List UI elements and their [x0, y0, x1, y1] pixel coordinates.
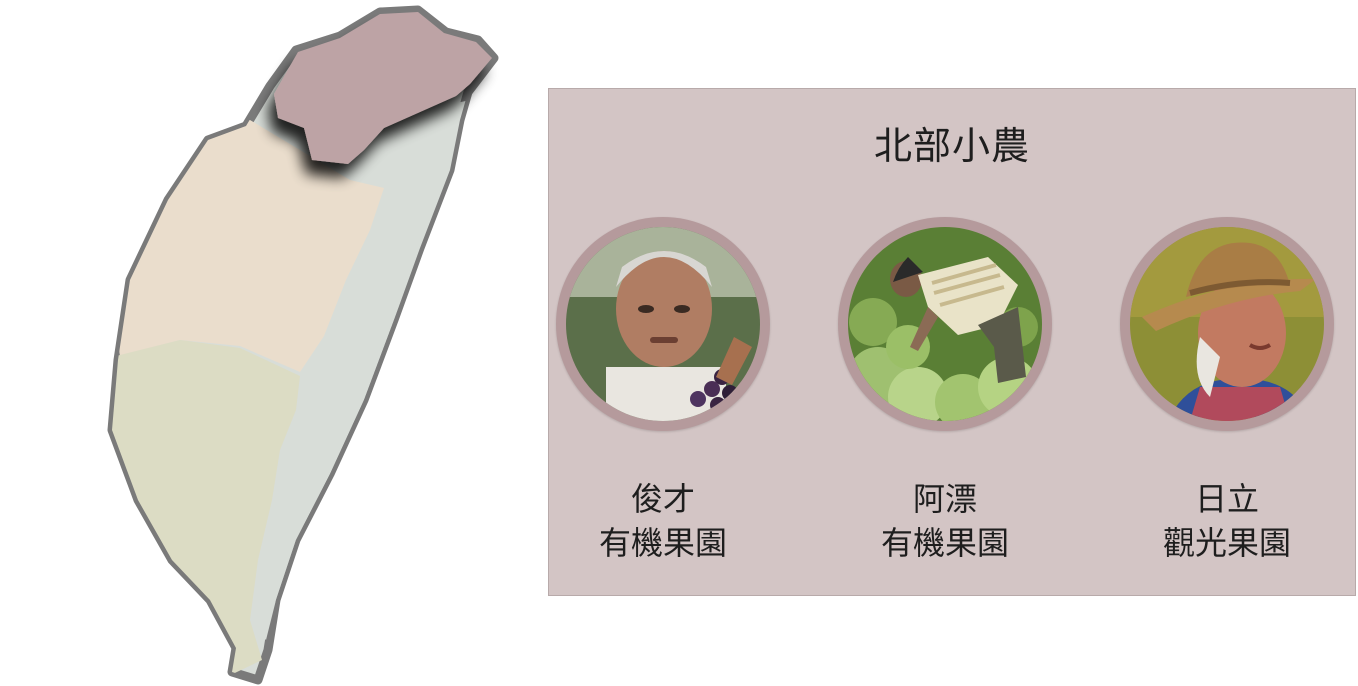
taiwan-map [100, 5, 499, 685]
panel-title: 北部小農 [873, 124, 1030, 168]
farmer-harvesting-lettuce [848, 227, 1042, 421]
farmer-name: 阿漂 [912, 480, 977, 518]
farmer-name: 俊才 [630, 480, 695, 518]
farmer-card-3[interactable]: 日立 觀光果園 [1117, 217, 1337, 565]
map-region-north[interactable] [274, 12, 492, 164]
farm-type: 觀光果園 [1162, 524, 1291, 562]
elderly-man-with-straw-hat [1130, 227, 1324, 421]
farmer-name-1: 俊才 有機果園 [553, 477, 773, 565]
farmer-name-2: 阿漂 有機果園 [835, 477, 1055, 565]
portrait-older-man-holding-grapes [566, 227, 760, 421]
farmer-name-3: 日立 觀光果園 [1117, 477, 1337, 565]
farm-type: 有機果園 [880, 524, 1009, 562]
farmer-name: 日立 [1194, 480, 1259, 518]
map-region-south[interactable] [100, 340, 300, 680]
region-info-panel: 北部小農 俊才 有機果園 [548, 88, 1356, 596]
farmer-card-1[interactable]: 俊才 有機果園 [553, 217, 773, 565]
farm-type: 有機果園 [598, 524, 727, 562]
farmer-photo-2 [838, 217, 1052, 431]
farmer-photo-3 [1120, 217, 1334, 431]
map-region-east[interactable] [250, 100, 470, 640]
farmer-card-2[interactable]: 阿漂 有機果園 [835, 217, 1055, 565]
farmer-photo-1 [556, 217, 770, 431]
